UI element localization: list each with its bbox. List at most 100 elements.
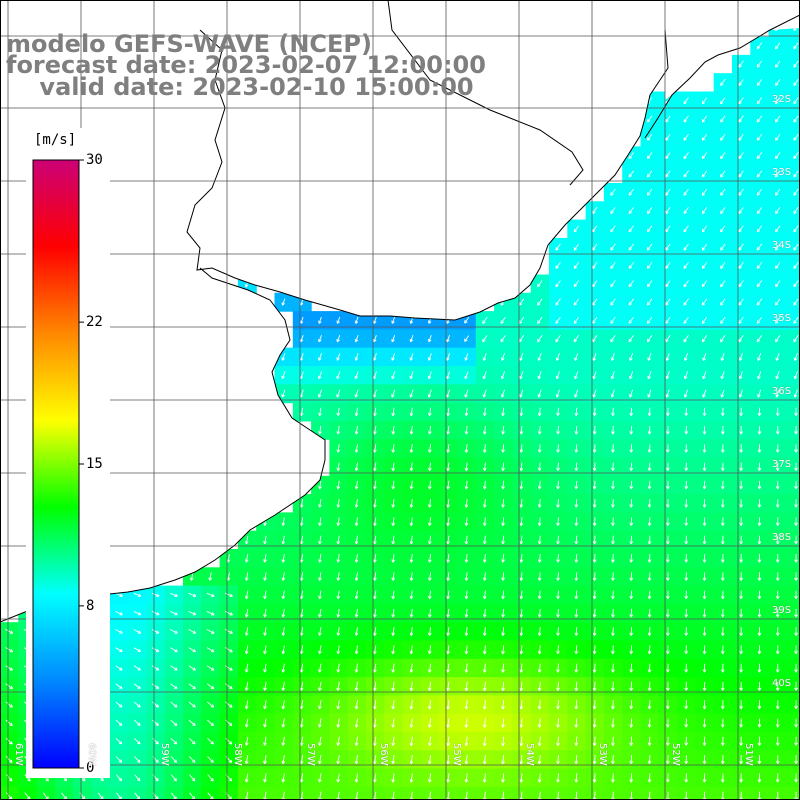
wind-cell xyxy=(786,695,800,715)
wind-arrow xyxy=(409,754,414,765)
wind-arrow xyxy=(501,590,505,600)
wind-arrow xyxy=(647,553,652,563)
wind-arrow xyxy=(281,554,286,563)
wind-arrow xyxy=(629,535,634,545)
wind-arrow xyxy=(646,207,653,215)
wind-arrow xyxy=(464,718,469,728)
wind-arrow xyxy=(556,645,560,655)
wind-arrow xyxy=(684,444,688,453)
wind-arrow xyxy=(519,645,524,655)
wind-cell xyxy=(786,402,800,422)
wind-arrow xyxy=(611,462,615,471)
wind-arrow xyxy=(188,683,196,690)
wind-arrow xyxy=(537,645,542,655)
wind-arrow xyxy=(555,243,561,251)
wind-arrow xyxy=(115,610,123,616)
wind-arrow xyxy=(391,407,396,417)
wind-arrow xyxy=(756,316,763,324)
wind-arrow xyxy=(665,371,670,380)
wind-arrow xyxy=(629,499,634,508)
wind-arrow xyxy=(611,700,615,710)
wind-arrow xyxy=(702,553,707,563)
wind-arrow xyxy=(354,499,359,508)
wind-arrow xyxy=(738,280,744,288)
wind-arrow xyxy=(354,444,359,453)
wind-arrow xyxy=(738,298,744,306)
wind-arrow xyxy=(170,647,178,653)
wind-arrow xyxy=(646,335,653,343)
wind-arrow xyxy=(501,553,505,563)
wind-arrow xyxy=(574,663,579,673)
wind-arrow xyxy=(611,754,615,765)
wind-arrow xyxy=(647,352,652,361)
wind-arrow xyxy=(556,407,560,416)
wind-arrow xyxy=(482,736,487,746)
wind-cell xyxy=(786,640,800,660)
wind-arrow xyxy=(263,663,267,673)
wind-arrow xyxy=(794,535,798,545)
title-valid-date: valid date: 2023-02-10 15:00:00 xyxy=(6,73,474,101)
wind-arrow xyxy=(482,718,487,728)
wind-arrow xyxy=(464,335,470,342)
wind-arrow xyxy=(720,572,725,581)
wind-arrow xyxy=(354,645,359,655)
wind-arrow xyxy=(757,444,762,453)
wind-cell xyxy=(786,384,800,404)
wind-arrow xyxy=(629,718,634,728)
wind-arrow xyxy=(628,316,634,324)
wind-arrow xyxy=(207,774,214,782)
wind-arrow xyxy=(354,736,359,746)
wind-arrow xyxy=(665,280,671,288)
wind-arrow xyxy=(537,462,542,471)
wind-arrow xyxy=(738,207,744,215)
wind-arrow xyxy=(409,499,414,508)
wind-arrow xyxy=(720,133,726,141)
wind-arrow xyxy=(793,152,799,160)
wind-cell xyxy=(786,475,800,495)
wind-arrow xyxy=(281,645,286,655)
wind-arrow xyxy=(647,718,652,728)
wind-arrow xyxy=(281,572,286,581)
wind-arrow xyxy=(794,755,798,765)
wind-arrow xyxy=(592,389,597,398)
wind-arrow xyxy=(756,335,763,343)
wind-arrow xyxy=(574,627,579,636)
longitude-label: 54W xyxy=(524,743,535,766)
wind-arrow xyxy=(610,371,615,380)
wind-arrow xyxy=(244,773,249,783)
wind-arrow xyxy=(775,681,780,691)
wind-cell xyxy=(54,786,74,800)
wind-arrow xyxy=(464,590,469,600)
wind-arrow xyxy=(702,389,707,398)
wind-arrow xyxy=(738,225,744,233)
wind-arrow xyxy=(556,462,560,471)
wind-arrow xyxy=(665,389,670,398)
wind-arrow xyxy=(464,608,469,618)
wind-arrow xyxy=(373,535,377,545)
wind-arrow xyxy=(318,371,323,380)
wind-arrow xyxy=(446,718,450,728)
latitude-label: 32S xyxy=(772,94,792,105)
wind-arrow xyxy=(793,335,799,343)
wind-arrow xyxy=(373,663,377,673)
wind-arrow xyxy=(299,535,304,545)
wind-arrow xyxy=(446,681,450,691)
wind-arrow xyxy=(556,699,560,710)
wind-arrow xyxy=(336,755,341,765)
wind-arrow xyxy=(628,225,634,233)
wind-arrow xyxy=(354,535,359,545)
wind-arrow xyxy=(720,316,726,324)
wind-arrow xyxy=(684,663,688,673)
wind-arrow xyxy=(592,627,597,636)
wind-arrow xyxy=(537,699,542,710)
wind-arrow xyxy=(115,592,123,597)
wind-arrow xyxy=(391,535,396,545)
wind-cell xyxy=(786,36,800,56)
wind-arrow xyxy=(647,517,652,526)
wind-arrow xyxy=(628,243,634,251)
wind-arrow xyxy=(684,608,688,618)
wind-arrow xyxy=(446,389,451,398)
wind-arrow xyxy=(446,353,451,361)
wind-arrow xyxy=(592,700,597,710)
wind-arrow xyxy=(188,610,197,616)
